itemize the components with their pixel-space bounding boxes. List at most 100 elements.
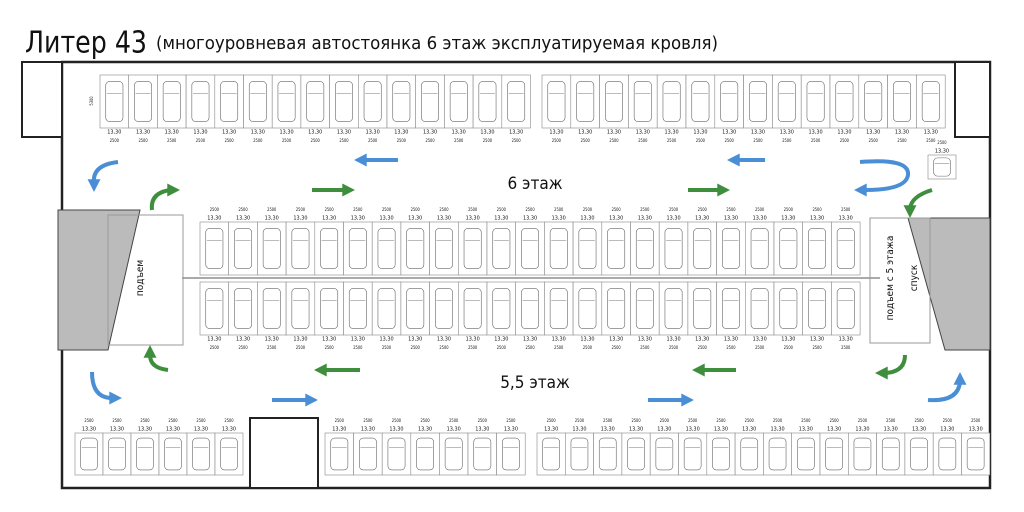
spot-area: 13,30 <box>924 130 938 136</box>
ramp-right <box>907 217 991 351</box>
arrow-head <box>87 179 101 192</box>
car <box>291 288 310 329</box>
spot-area: 13,30 <box>138 427 152 433</box>
arrow-head <box>903 205 917 218</box>
car <box>521 288 539 329</box>
spacing-dim: 2500 <box>583 345 593 350</box>
spacing-dim: 2500 <box>669 207 679 212</box>
spacing-dim: 2500 <box>225 138 235 143</box>
spot-area: 13,30 <box>636 130 650 136</box>
car <box>664 288 683 329</box>
car <box>808 288 826 329</box>
spacing-dim: 2500 <box>325 345 335 350</box>
spacing-dim: 2500 <box>335 418 345 423</box>
spot-area: 13,30 <box>580 337 594 343</box>
spacing-dim: 2500 <box>382 207 392 212</box>
spacing-dim: 2500 <box>439 345 449 350</box>
car <box>234 228 252 269</box>
spot-area: 13,30 <box>466 216 480 222</box>
car <box>406 228 425 269</box>
car <box>136 437 154 471</box>
spacing-dim: 2500 <box>971 418 981 423</box>
car <box>749 81 767 122</box>
spacing-dim: 2500 <box>753 138 763 143</box>
spot-area: 13,30 <box>895 130 909 136</box>
car <box>463 228 482 269</box>
car <box>502 437 520 471</box>
spacing-dim: 2500 <box>812 345 822 350</box>
spot-area: 13,30 <box>418 427 432 433</box>
spacing-dim: 2500 <box>138 138 148 143</box>
spot-area: 13,30 <box>552 337 566 343</box>
spot-area: 13,30 <box>751 130 765 136</box>
spot-area: 13,30 <box>629 427 643 433</box>
spot-area: 13,30 <box>609 216 623 222</box>
spot-area: 13,30 <box>839 216 853 222</box>
spot-area: 13,30 <box>665 130 679 136</box>
spot-area: 13,30 <box>578 130 592 136</box>
spot-area: 13,30 <box>437 337 451 343</box>
spacing-dim: 2500 <box>311 138 321 143</box>
car <box>825 437 843 471</box>
car <box>377 228 396 269</box>
spacing-dim: 2500 <box>640 345 650 350</box>
car <box>633 81 652 122</box>
spacing-dim: 2500 <box>525 345 535 350</box>
arrow-head <box>143 345 157 358</box>
car <box>108 437 126 471</box>
spacing-dim: 2500 <box>575 418 585 423</box>
spacing-dim: 2500 <box>801 418 811 423</box>
spacing-dim: 2500 <box>612 207 622 212</box>
spacing-dim: 2500 <box>669 345 679 350</box>
spot-area: 13,30 <box>666 216 680 222</box>
car <box>662 81 681 122</box>
spot-area: 13,30 <box>437 216 451 222</box>
spacing-dim: 2500 <box>716 418 726 423</box>
spot-area: 13,30 <box>379 216 393 222</box>
car <box>691 81 710 122</box>
spacing-dim: 2500 <box>439 207 449 212</box>
spacing-dim: 2500 <box>812 207 822 212</box>
car <box>191 81 210 122</box>
spot-area: 13,30 <box>609 337 623 343</box>
spacing-dim: 2500 <box>282 138 292 143</box>
spacing-dim: 2500 <box>478 418 488 423</box>
spacing-dim: 2500 <box>468 345 478 350</box>
car <box>570 437 589 471</box>
spot-area: 13,30 <box>657 427 671 433</box>
spacing-dim: 2500 <box>609 138 619 143</box>
spacing-dim: 2500 <box>267 207 277 212</box>
ramp-right-lane <box>869 217 931 344</box>
spacing-dim: 2500 <box>296 207 306 212</box>
arrow-head <box>875 366 888 380</box>
spacing-dim: 2500 <box>811 138 821 143</box>
spacing-dim: 2500 <box>238 345 248 350</box>
spot-area: 13,30 <box>601 427 615 433</box>
floor-label: 6 этаж <box>507 174 562 194</box>
arrow-head <box>717 183 730 197</box>
spacing-dim: 2500 <box>583 207 593 212</box>
spot-area: 13,30 <box>722 130 736 136</box>
spacing-dim: 2500 <box>168 418 178 423</box>
car <box>435 228 453 269</box>
spacing-dim: 2500 <box>552 138 562 143</box>
car <box>836 228 855 269</box>
spot-area: 13,30 <box>337 130 351 136</box>
spot-area: 13,30 <box>166 427 180 433</box>
spacing-dim: 2500 <box>210 345 220 350</box>
spacing-dim: 2500 <box>755 207 765 212</box>
car <box>205 228 224 269</box>
title: Литер 43 <box>25 26 147 61</box>
car <box>492 228 511 269</box>
car <box>655 437 674 471</box>
car <box>205 288 224 329</box>
car <box>348 288 367 329</box>
spacing-dim: 2500 <box>454 138 464 143</box>
spot-area: 13,30 <box>322 216 336 222</box>
car <box>750 288 769 329</box>
spacing-dim: 2500 <box>339 138 349 143</box>
car <box>348 228 367 269</box>
car <box>578 288 597 329</box>
spot-area: 13,30 <box>251 130 265 136</box>
spot-area: 13,30 <box>935 149 949 155</box>
